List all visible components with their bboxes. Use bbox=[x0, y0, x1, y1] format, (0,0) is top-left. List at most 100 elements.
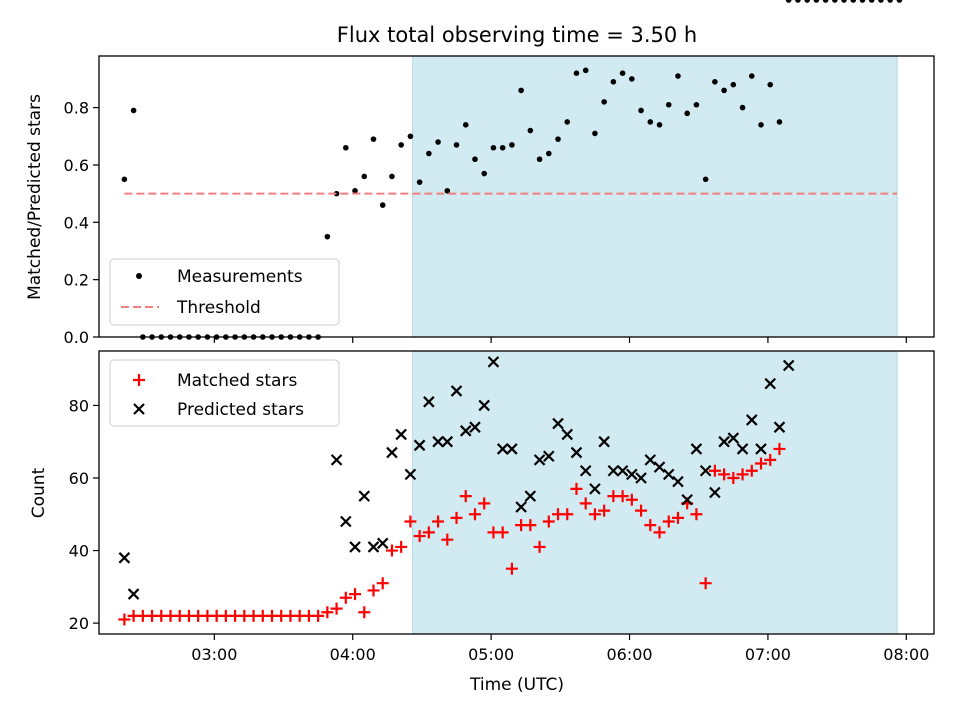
matched-star-point bbox=[330, 602, 343, 615]
ratio-legend: Measurements Threshold bbox=[109, 258, 340, 326]
predicted-star-point bbox=[506, 443, 518, 455]
predicted-star-point bbox=[727, 432, 740, 444]
matched-star-point bbox=[598, 504, 611, 517]
count-legend-box bbox=[109, 359, 340, 427]
ratio-legend-box bbox=[109, 258, 340, 326]
measurement-point bbox=[684, 110, 690, 117]
predicted-star-point bbox=[718, 435, 730, 448]
ratio-x-ticks bbox=[213, 337, 907, 343]
y-tick-label: 0.0 bbox=[64, 328, 89, 347]
predicted-star-point bbox=[755, 443, 767, 455]
count-y-ticks: 20 40 60 80 bbox=[69, 396, 99, 633]
matched-star-point bbox=[616, 490, 629, 503]
y-tick-label: 60 bbox=[69, 469, 89, 488]
matched-star-point bbox=[671, 511, 684, 524]
measurement-point bbox=[407, 133, 414, 140]
predicted-star-point bbox=[349, 541, 361, 553]
x-tick-label: 03:00 bbox=[191, 645, 237, 664]
predicted-star-point bbox=[127, 588, 140, 600]
measurement-point bbox=[545, 150, 552, 157]
count-series bbox=[118, 357, 795, 626]
measurement-point bbox=[822, 0, 829, 3]
measurement-point bbox=[795, 0, 801, 3]
measurement-point bbox=[389, 173, 395, 180]
observing-time-span bbox=[412, 350, 898, 635]
measurement-point bbox=[426, 150, 432, 157]
matched-star-point bbox=[588, 508, 601, 521]
predicted-star-point bbox=[330, 454, 343, 466]
predicted-star-point bbox=[681, 493, 693, 506]
threshold-legend-label: Threshold bbox=[176, 298, 261, 318]
matched-star-point bbox=[635, 504, 648, 517]
matched-star-point bbox=[358, 606, 371, 619]
matched-star-point bbox=[579, 497, 592, 510]
y-tick-label: 40 bbox=[69, 542, 89, 561]
matched-star-point bbox=[570, 482, 583, 495]
matched-star-point bbox=[118, 613, 131, 626]
measurement-point bbox=[748, 73, 755, 79]
matched-star-point bbox=[349, 588, 362, 601]
predicted-star-point bbox=[570, 446, 583, 459]
predicted-star-point bbox=[635, 472, 647, 484]
measurements-legend-label: Measurements bbox=[177, 267, 303, 287]
predicted-star-point bbox=[662, 468, 675, 481]
ratio-y-ticks: 0.0 0.2 0.4 0.6 0.8 bbox=[64, 99, 99, 347]
matched-star-point bbox=[764, 453, 777, 466]
count-legend: Matched stars Predicted stars bbox=[109, 359, 340, 427]
measurement-point bbox=[702, 176, 709, 183]
matched-star-point bbox=[422, 526, 435, 539]
predicted-star-point bbox=[653, 461, 666, 473]
predicted-star-point bbox=[524, 490, 537, 502]
measurement-point bbox=[610, 79, 617, 85]
measurement-point bbox=[850, 0, 857, 3]
predicted-star-point bbox=[450, 385, 463, 397]
chart-title: Flux total observing time = 3.50 h bbox=[337, 23, 697, 47]
measurement-point bbox=[361, 173, 368, 180]
measurement-point bbox=[555, 136, 561, 142]
matched-star-point bbox=[662, 515, 675, 528]
measurement-point bbox=[333, 190, 340, 197]
measurement-point bbox=[379, 202, 386, 208]
measurement-point bbox=[398, 142, 404, 148]
ratio-plot-frame bbox=[98, 55, 935, 338]
predicted-star-point bbox=[340, 515, 352, 528]
predicted-star-point bbox=[644, 454, 657, 466]
matched-star-point bbox=[644, 519, 657, 532]
measurement-point bbox=[582, 67, 589, 74]
measurement-point bbox=[638, 107, 644, 114]
measurement-point bbox=[868, 0, 875, 3]
matched-star-point bbox=[718, 468, 731, 481]
matched-star-point bbox=[432, 515, 445, 528]
predicted-star-point bbox=[607, 464, 620, 477]
predicted-star-point bbox=[552, 417, 564, 430]
measurement-point bbox=[767, 81, 774, 88]
measurement-point bbox=[813, 0, 820, 3]
predicted-star-point bbox=[459, 425, 472, 437]
ratio-y-axis-label: Matched/Predicted stars bbox=[25, 94, 45, 300]
measurement-point bbox=[776, 119, 783, 125]
y-tick-label: 0.8 bbox=[64, 99, 89, 118]
measurement-point bbox=[481, 170, 488, 177]
predicted-star-point bbox=[773, 421, 786, 433]
measurement-point bbox=[472, 156, 478, 163]
measurement-point bbox=[721, 87, 727, 94]
predicted-star-point bbox=[515, 501, 527, 513]
measurement-point bbox=[712, 79, 718, 85]
predicted-star-point bbox=[496, 443, 509, 455]
measurement-point bbox=[462, 122, 469, 128]
measurement-point bbox=[859, 0, 866, 3]
matched-star-point bbox=[690, 508, 703, 521]
count-x-ticks: 03:00 04:00 05:00 06:00 07:00 08:00 bbox=[191, 634, 929, 664]
matched-star-point bbox=[496, 526, 509, 539]
predicted-star-point bbox=[589, 483, 601, 495]
matched-star-point bbox=[395, 540, 408, 553]
matched-star-point bbox=[367, 584, 380, 597]
predicted-star-point bbox=[598, 435, 610, 448]
matched-star-point bbox=[533, 540, 546, 553]
y-tick-label: 0.2 bbox=[64, 271, 89, 290]
y-tick-label: 0.6 bbox=[64, 156, 89, 175]
y-tick-label: 80 bbox=[69, 396, 89, 415]
predicted-star-point bbox=[579, 464, 592, 477]
x-tick-label: 08:00 bbox=[883, 645, 929, 664]
